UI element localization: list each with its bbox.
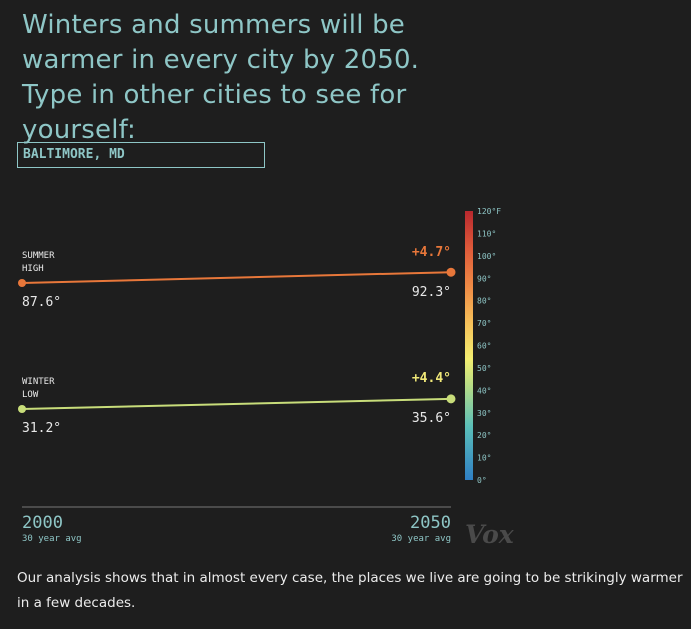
x-subtick-2000: 30 year avg [22,534,82,544]
temperature-chart: SUMMER HIGH +4.7° 87.6° 92.3° WINTER LOW… [18,207,515,549]
summer-line [21,271,452,284]
scale-tick-label: 90° [477,274,491,283]
footer-paragraph: Our analysis shows that in almost every … [17,570,683,611]
summer-2050-point [446,267,456,277]
summer-change-label: +4.7° [412,245,451,260]
vox-logo: Vox [465,520,515,549]
series-summer-label-line1: SUMMER [22,251,55,261]
summer-2050-value: 92.3° [412,285,451,300]
scale-tick-label: 0° [477,476,487,485]
scale-tick-label: 10° [477,454,491,463]
scale-tick-label: 50° [477,364,491,373]
city-search-input[interactable]: BALTIMORE, MD [17,142,265,168]
color-scale-bar [465,211,473,480]
scale-tick-label: 70° [477,319,491,328]
winter-change-label: +4.4° [412,371,451,386]
series-winter-label-line1: WINTER [22,377,55,387]
scale-tick-label: 30° [477,409,491,418]
scale-tick-label: 60° [477,342,491,351]
x-tick-2000: 2000 [22,513,63,533]
summer-2000-value: 87.6° [22,295,61,310]
scale-tick-label: 120°F [477,207,501,216]
scale-tick-label: 40° [477,386,491,395]
scale-tick-label: 100° [477,252,496,261]
winter-2050-value: 35.6° [412,411,451,426]
scale-tick-label: 80° [477,297,491,306]
scale-tick-label: 20° [477,431,491,440]
color-scale-ticks: 120°F 110° 100° 90° 80° 70° 60° 50° 40° 30° 20° 10°… [477,207,501,485]
series-winter-label-line2: LOW [22,390,39,400]
summer-2000-point [18,279,26,287]
headline: Winters and summers will be warmer in ev… [22,10,420,145]
series-summer-label-line2: HIGH [22,264,44,274]
x-tick-2050: 2050 [410,513,451,533]
winter-2000-point [18,405,26,413]
x-subtick-2050: 30 year avg [391,534,451,544]
winter-2000-value: 31.2° [22,421,61,436]
winter-line [21,397,452,410]
winter-2050-point [446,394,456,404]
scale-tick-label: 110° [477,229,496,238]
